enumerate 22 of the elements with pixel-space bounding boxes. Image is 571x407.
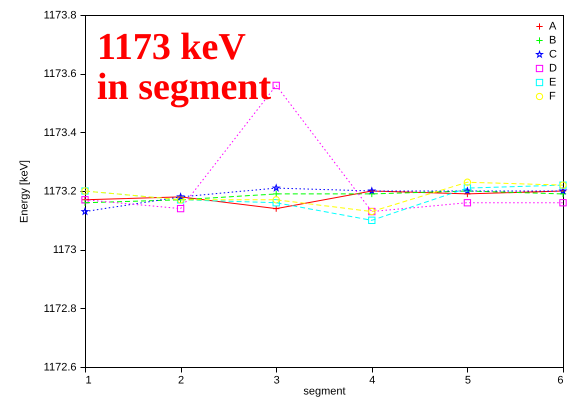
x-tick-label: 1: [86, 374, 92, 386]
y-tick-label: 1172.6: [44, 362, 76, 374]
y-tick-label: 1173.8: [44, 10, 76, 22]
y-tick-label: 1173.4: [44, 126, 76, 139]
legend-label: A: [549, 20, 557, 32]
y-axis-title: Energy [keV]: [18, 160, 31, 223]
annotation: 1173 keV in segment: [97, 26, 272, 108]
x-tick-label: 2: [178, 374, 184, 386]
legend-label: F: [549, 90, 556, 102]
legend-label: E: [549, 76, 556, 88]
legend-label: C: [549, 48, 557, 60]
x-tick-label: 6: [557, 374, 564, 386]
legend-label: B: [549, 34, 556, 46]
x-axis-title: segment: [303, 386, 346, 398]
y-tick-label: 1173.6: [44, 68, 76, 80]
x-tick-label: 3: [274, 374, 280, 386]
legend-label: D: [549, 62, 557, 74]
x-tick-label: 4: [369, 374, 376, 386]
y-tick-label: 1173: [52, 244, 76, 256]
x-tick-label: 5: [464, 374, 471, 386]
y-tick-label: 1172.8: [44, 302, 76, 315]
y-tick-label: 1173.2: [44, 186, 76, 198]
